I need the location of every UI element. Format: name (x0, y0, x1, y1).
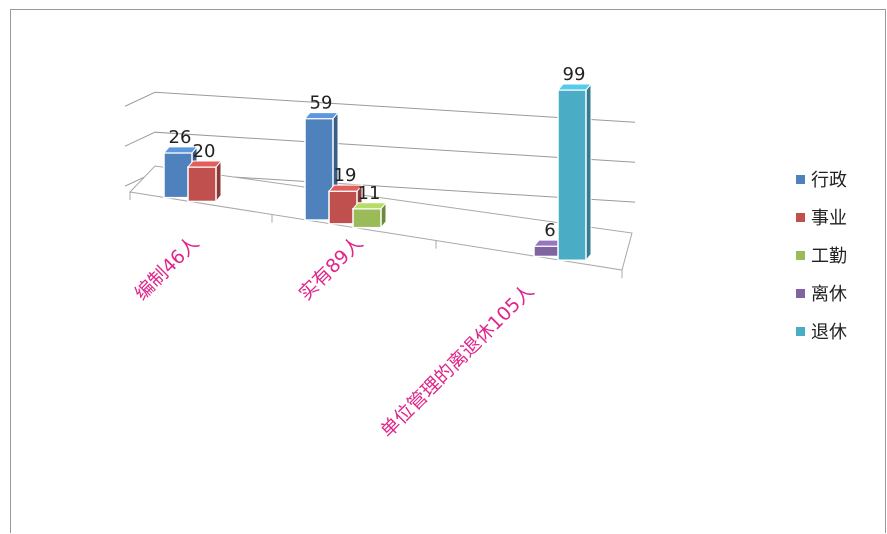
legend-label: 行政 (811, 170, 847, 191)
bar-退休-2 (557, 89, 587, 262)
legend-item: 事业 (796, 198, 881, 236)
legend-item: 离休 (796, 274, 881, 312)
gridline (124, 131, 636, 163)
data-label: 26 (169, 127, 192, 148)
legend-item: 工勤 (796, 236, 881, 274)
legend-item: 行政 (796, 160, 881, 198)
bar-top (162, 146, 199, 154)
legend-label: 事业 (811, 208, 847, 229)
bar-top (303, 112, 340, 120)
data-label: 59 (310, 93, 333, 114)
gridline (124, 91, 636, 123)
bar-top (327, 184, 364, 192)
data-label: 20 (193, 141, 216, 162)
legend-label: 退休 (811, 322, 847, 343)
bar-事业-0 (187, 166, 217, 203)
legend-swatch (796, 250, 805, 260)
legend-swatch (796, 326, 805, 336)
data-label: 6 (544, 220, 555, 241)
legend-swatch (796, 212, 805, 222)
category-label: 实有89人 (295, 232, 368, 305)
legend-label: 离休 (811, 284, 847, 305)
category-label: 单位管理的离退休105人 (376, 280, 538, 442)
data-label: 19 (334, 165, 357, 186)
bar-top (351, 202, 388, 210)
data-label: 99 (563, 64, 586, 85)
chart-frame (10, 9, 886, 533)
category-label: 编制46人 (131, 232, 204, 305)
bar-工勤-1 (352, 208, 382, 229)
data-label: 11 (358, 183, 381, 204)
legend-label: 工勤 (811, 246, 847, 267)
bar-top (556, 83, 593, 91)
legend-swatch (796, 288, 805, 298)
bar-top (186, 160, 223, 168)
legend-swatch (796, 174, 805, 184)
legend: 行政事业工勤离休退休 (796, 160, 881, 350)
legend-item: 退休 (796, 312, 881, 350)
